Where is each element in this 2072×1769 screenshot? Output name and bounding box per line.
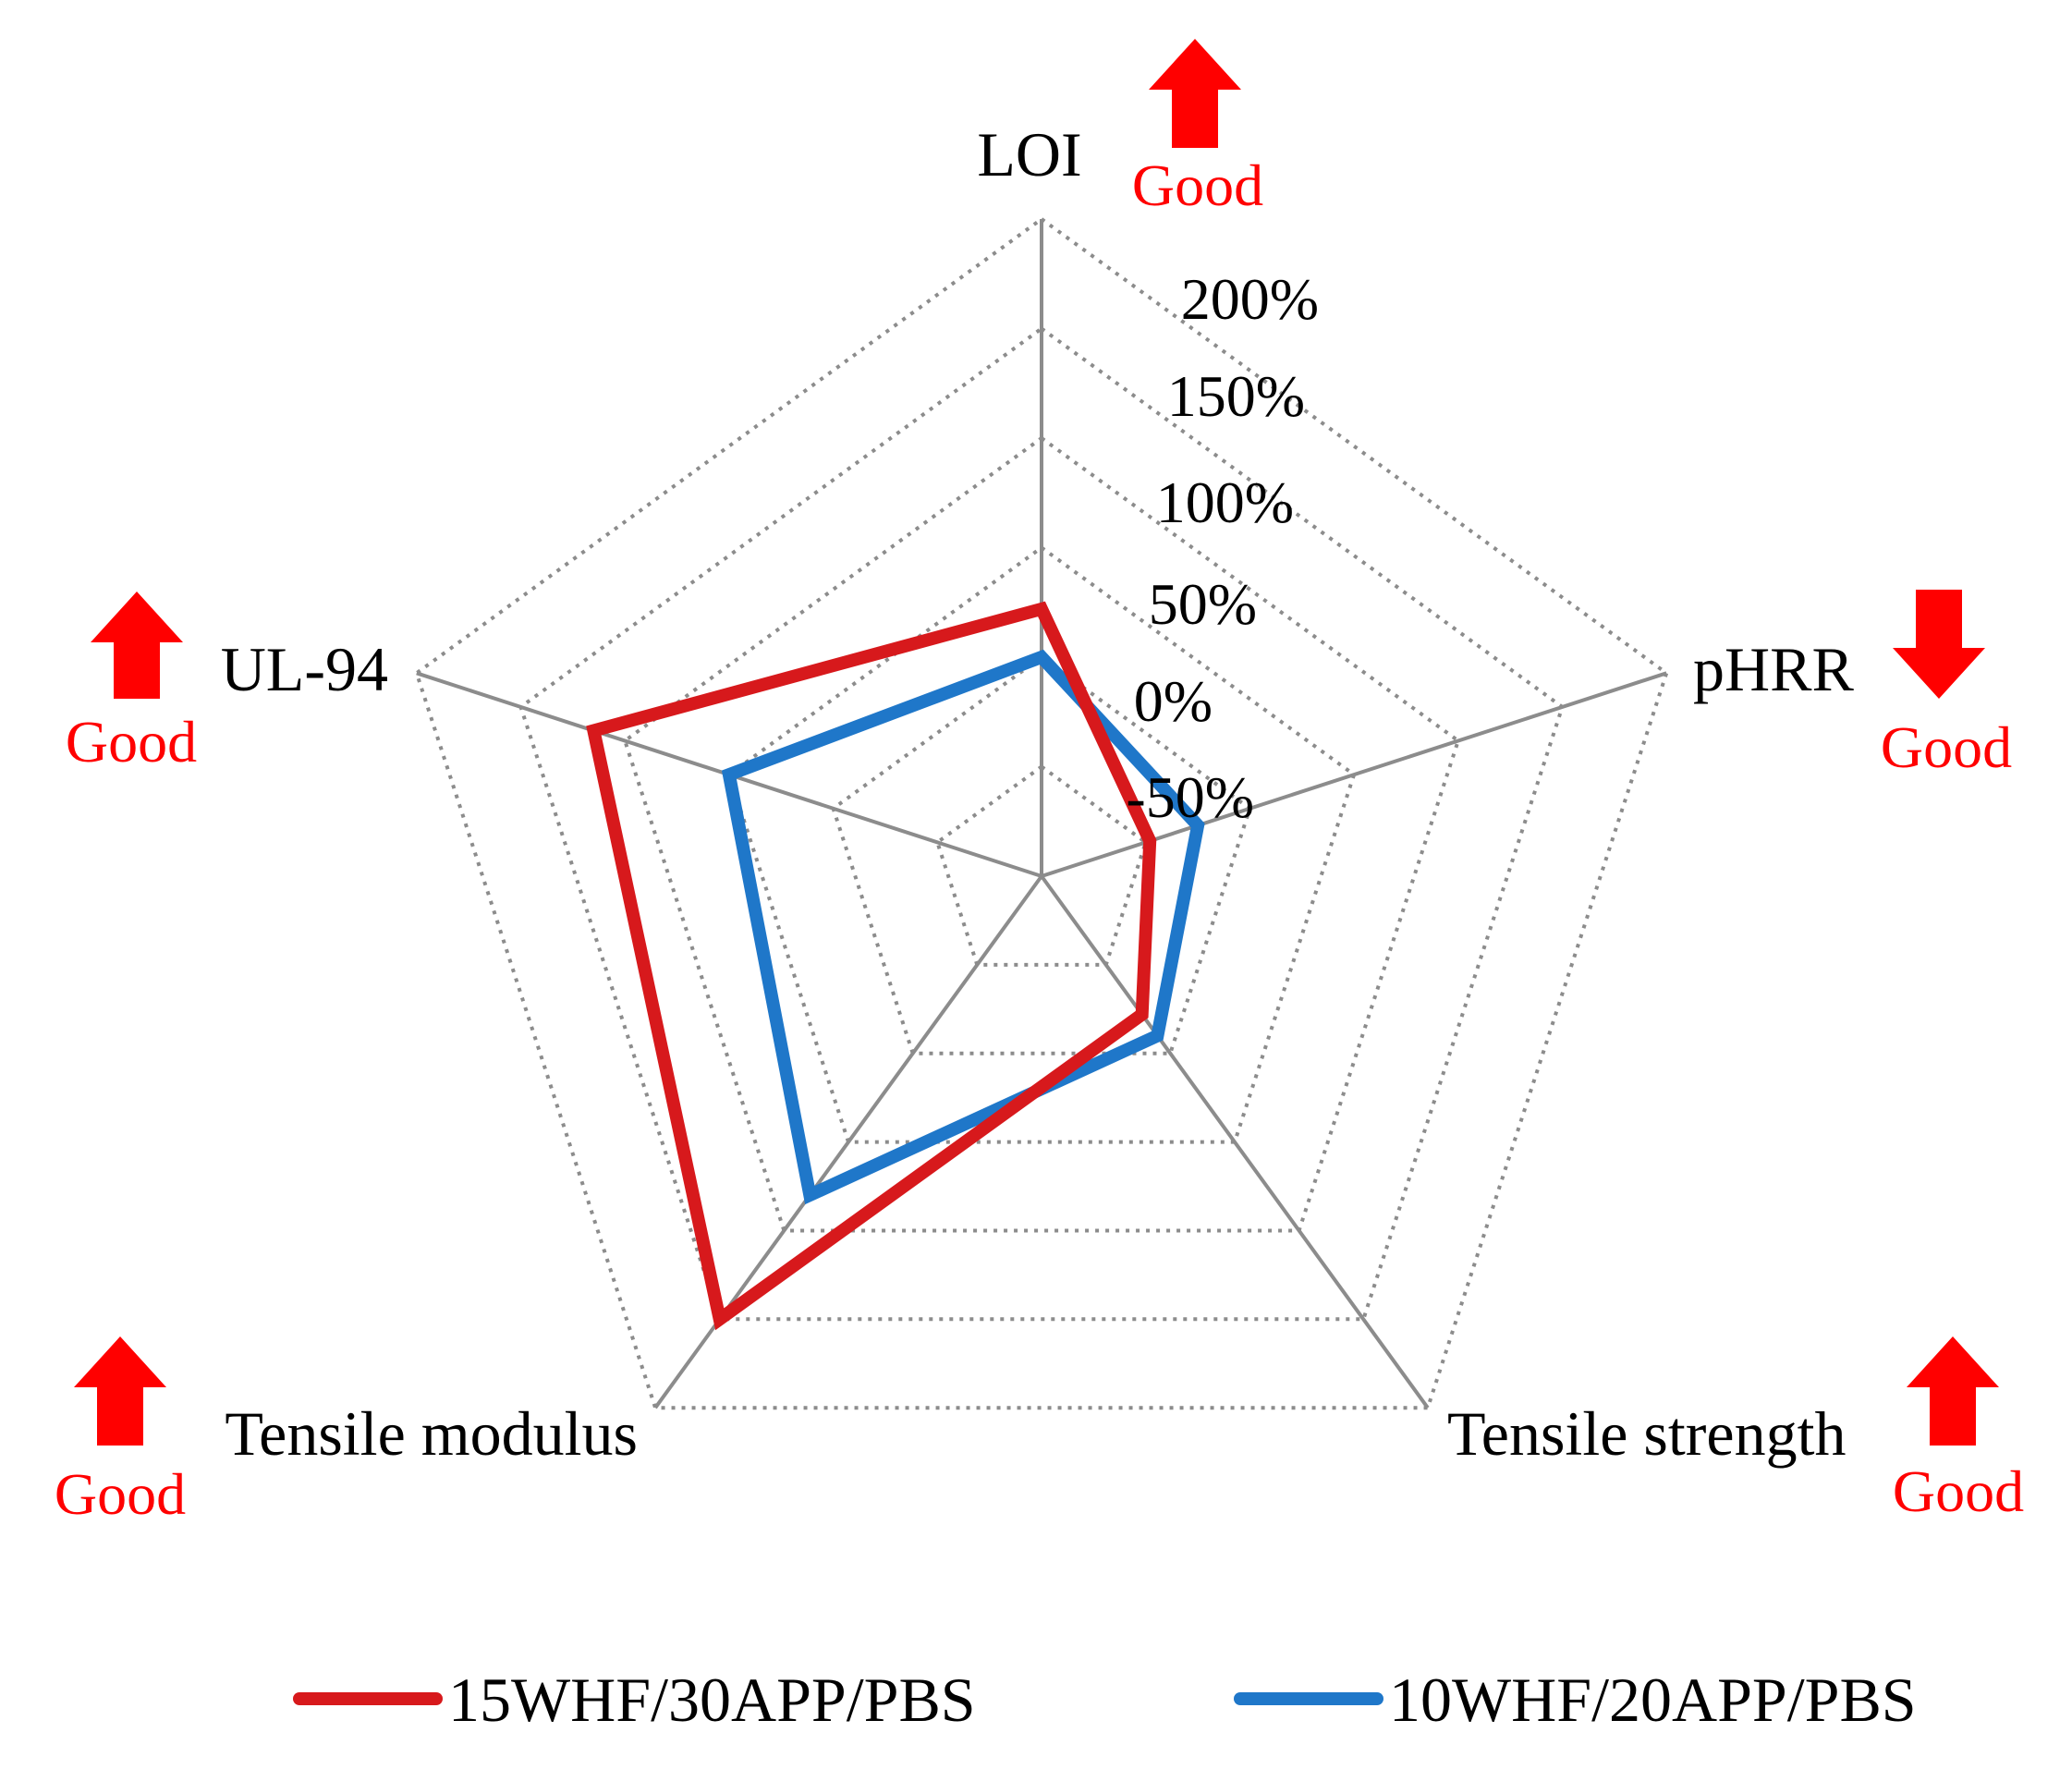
axis-label-tensile-strength: Tensile strength: [1447, 1398, 1846, 1469]
tick-labels: -50% 0% 50% 100% 150% 200%: [1126, 266, 1319, 830]
axis-labels: LOI pHRR Tensile strength Tensile modulu…: [221, 119, 1855, 1469]
good-label-loi: Good: [1132, 152, 1263, 218]
grid-layer: [414, 216, 1669, 1410]
arrow-up-icon: [1907, 1336, 1999, 1446]
axis-label-phrr: pHRR: [1693, 634, 1854, 704]
legend-item-10whf: 10WHF/20APP/PBS: [1234, 1665, 1917, 1735]
legend-label-10whf: 10WHF/20APP/PBS: [1389, 1665, 1917, 1735]
good-label-phrr: Good: [1881, 714, 2012, 780]
arrow-up-icon: [91, 592, 183, 699]
good-label-tensile-strength: Good: [1893, 1458, 2024, 1524]
axis-spoke: [653, 874, 1043, 1409]
legend-item-15whf: 15WHF/30APP/PBS: [293, 1665, 976, 1735]
annotation-phrr: Good: [1881, 590, 2012, 780]
grid-ring: [622, 435, 1461, 1233]
series-layer: [586, 601, 1205, 1331]
series-line: [721, 649, 1205, 1205]
axis-spoke: [1040, 874, 1430, 1409]
arrow-up-icon: [1149, 39, 1241, 148]
annotation-ul94: Good: [66, 592, 197, 775]
axis-label-loi: LOI: [977, 119, 1081, 189]
arrow-down-icon: [1893, 590, 1985, 699]
annotation-tensile-modulus: Good: [55, 1336, 186, 1527]
arrow-up-icon: [74, 1336, 166, 1446]
tick-label-50: 50%: [1149, 571, 1257, 637]
annotation-loi: Good: [1132, 39, 1263, 218]
tick-label-neg50: -50%: [1126, 764, 1254, 830]
legend-label-15whf: 15WHF/30APP/PBS: [448, 1665, 976, 1735]
grid-ring: [414, 216, 1669, 1410]
good-annotations: Good Good Good Good Good: [55, 39, 2024, 1527]
series-line: [586, 601, 1157, 1331]
tick-label-150: 150%: [1167, 363, 1305, 429]
grid-ring: [831, 654, 1252, 1055]
tick-label-100: 100%: [1156, 470, 1294, 535]
axis-spokes: [416, 219, 1667, 1409]
good-label-ul94: Good: [66, 709, 197, 775]
legend: 15WHF/30APP/PBS 10WHF/20APP/PBS: [293, 1665, 1917, 1735]
annotation-tensile-strength: Good: [1893, 1336, 2024, 1524]
axis-label-ul94: UL-94: [221, 634, 388, 704]
grid-ring: [726, 545, 1357, 1144]
grid-ring: [518, 326, 1565, 1322]
good-label-tensile-modulus: Good: [55, 1461, 186, 1527]
axis-label-tensile-modulus: Tensile modulus: [225, 1398, 638, 1469]
tick-label-0: 0%: [1134, 668, 1213, 734]
tick-label-200: 200%: [1181, 266, 1319, 332]
